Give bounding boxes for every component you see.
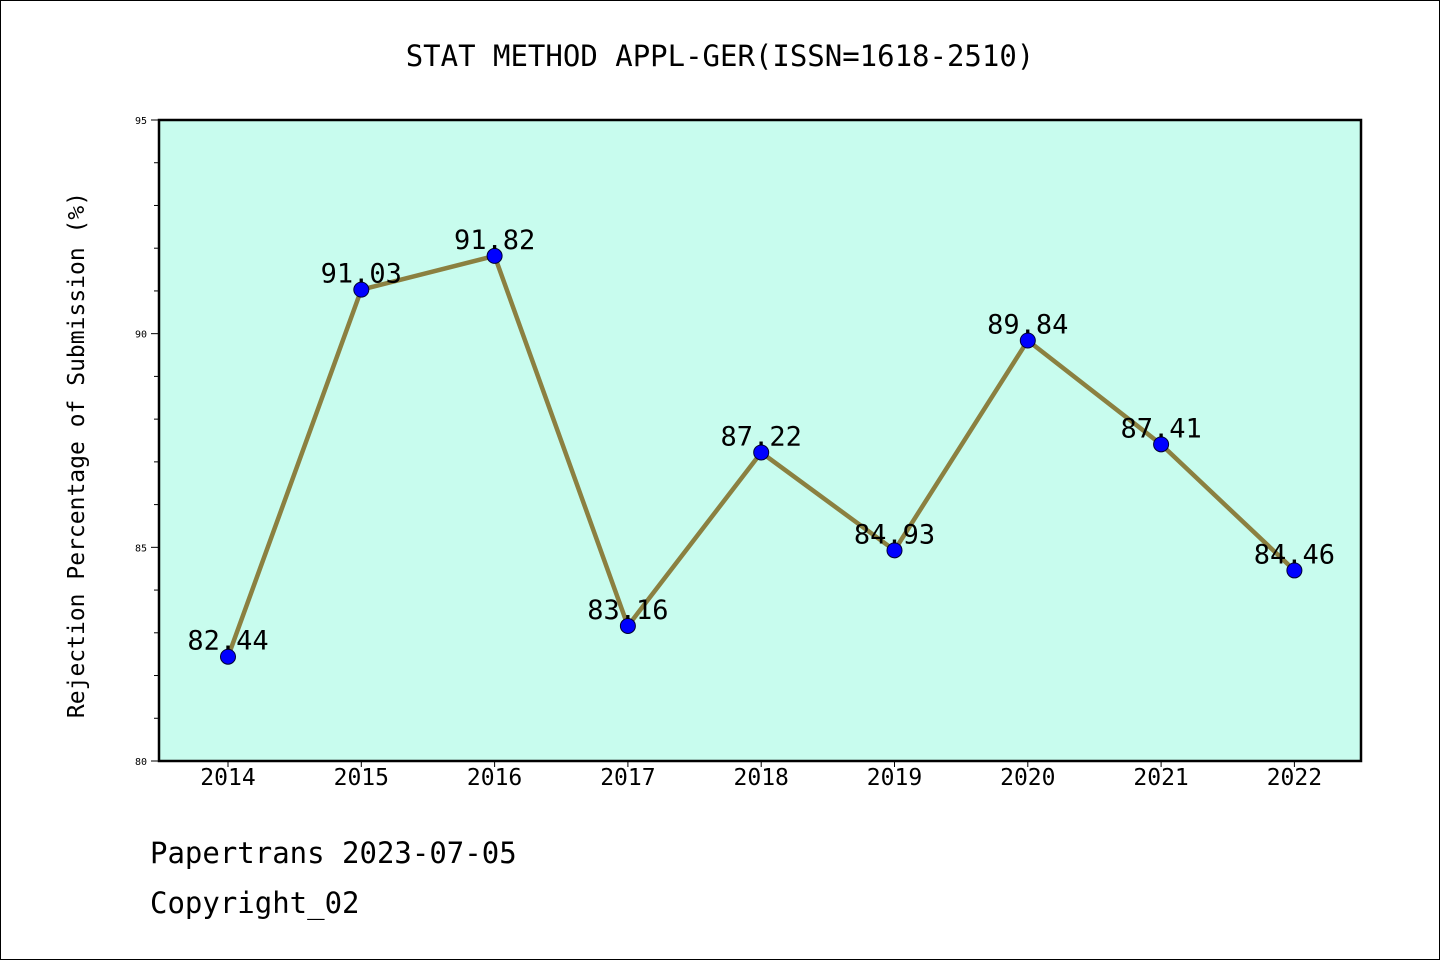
chart-title: STAT METHOD APPL-GER(ISSN=1618-2510) (406, 39, 1035, 73)
plot-border (157, 118, 1363, 763)
data-point (486, 247, 503, 264)
y-tick-label: 90 (135, 330, 147, 341)
x-tick-label: 2021 (1133, 765, 1188, 791)
x-tick-label: 2022 (1267, 765, 1322, 791)
data-label: 87.41 (1120, 413, 1201, 444)
data-label: 87.22 (721, 421, 802, 452)
data-label: 84.46 (1254, 539, 1335, 570)
x-tick-label: 2016 (467, 765, 522, 791)
y-tick-label: 85 (135, 543, 147, 554)
y-axis-label: Rejection Percentage of Submission (%) (64, 192, 90, 718)
data-point (1286, 562, 1303, 579)
data-label: 82.44 (187, 626, 268, 657)
data-point (886, 542, 903, 559)
data-point (753, 444, 770, 461)
data-label: 89.84 (987, 310, 1068, 341)
data-label: 91.82 (454, 225, 535, 256)
markers-layer (220, 247, 1303, 665)
data-point (353, 281, 370, 298)
data-point (1019, 332, 1036, 349)
data-label: 91.03 (321, 259, 402, 290)
data-label: 84.93 (854, 519, 935, 550)
x-tick-label: 2014 (200, 765, 255, 791)
x-tick-label: 2018 (734, 765, 789, 791)
x-tick-label: 2017 (600, 765, 655, 791)
x-tick-label: 2015 (334, 765, 389, 791)
footer-copyright: Copyright_02 (150, 886, 360, 920)
x-tick-label: 2020 (1000, 765, 1055, 791)
y-tick-label: 95 (135, 116, 147, 127)
data-point (1153, 436, 1170, 453)
y-tick-label: 80 (135, 757, 147, 768)
data-labels-layer: 82.44 91.03 91.82 83.16 87.22 84.93 89.84 87.41… (187, 225, 1335, 657)
data-label: 83.16 (587, 595, 668, 626)
axis-ticks: 80 85 90 95 2014 2015 2016 2017 2018 2019 2020 2021… (135, 116, 1322, 791)
x-tick-label: 2019 (867, 765, 922, 791)
data-point (220, 648, 236, 665)
footer-date: Papertrans 2023-07-05 (150, 836, 517, 870)
data-point (619, 617, 636, 634)
